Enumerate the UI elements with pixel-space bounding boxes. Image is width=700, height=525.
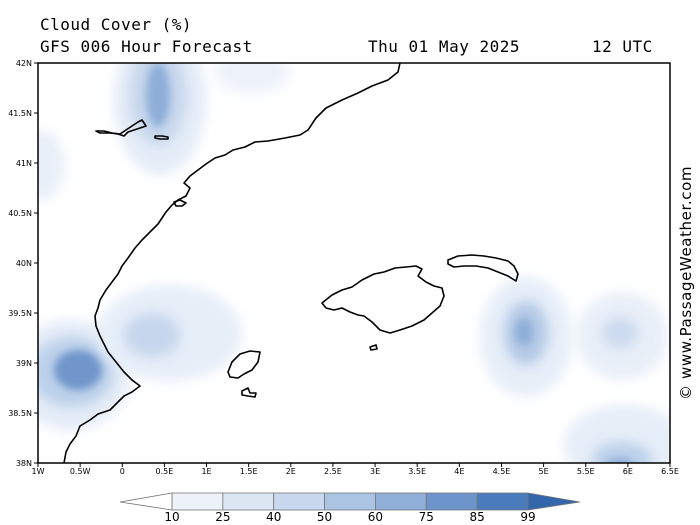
- legend-color-box: [375, 492, 427, 511]
- formentera-island: [241, 387, 257, 398]
- legend-color-box: [273, 492, 325, 511]
- longitude-ticks: 1W 0.5W 0 0.5E 1E 1.5E 2E 2.5E 3E 3.5E 4E 4.5E 5E 5.5…: [32, 463, 679, 476]
- legend-color-box: [425, 492, 478, 511]
- cloud-north-core: [146, 63, 170, 127]
- lat-tick-label: 41.5N: [8, 109, 32, 118]
- cloud-west-41n: [38, 130, 65, 200]
- website-credit: © www.PassageWeather.com: [677, 165, 695, 400]
- lon-tick-label: 5.5E: [577, 467, 595, 476]
- legend-label: 50: [317, 510, 332, 524]
- legend-left-arrow: [119, 492, 173, 511]
- legend-color-box: [171, 492, 224, 511]
- lat-tick-label: 38N: [16, 459, 32, 468]
- legend-labels: 10 25 40 50 60 75 85 99: [164, 510, 535, 524]
- legend-color-box: [476, 492, 529, 511]
- cabrera-island: [369, 344, 378, 351]
- legend-label: 25: [215, 510, 230, 524]
- cloud-4-5e-core: [515, 318, 533, 346]
- forecast-time: 12 UTC: [592, 37, 653, 56]
- ebro-delta: [173, 199, 187, 207]
- lon-tick-label: 3.5E: [408, 467, 426, 476]
- legend-label: 75: [419, 510, 434, 524]
- lon-tick-label: 4E: [454, 467, 464, 476]
- legend-color-box: [222, 492, 275, 511]
- legend-label: 60: [368, 510, 383, 524]
- spain-coastline: [63, 63, 401, 463]
- forecast-date: Thu 01 May 2025: [368, 37, 520, 56]
- legend-label: 40: [266, 510, 281, 524]
- lon-tick-label: 0: [120, 467, 125, 476]
- lat-tick-label: 42N: [16, 59, 32, 68]
- lon-tick-label: 2.5E: [324, 467, 342, 476]
- lon-tick-label: 0.5E: [156, 467, 174, 476]
- lat-tick-label: 39.5N: [8, 309, 32, 318]
- lon-tick-label: 1W: [32, 467, 45, 476]
- legend-label: 10: [164, 510, 179, 524]
- color-legend: 10 25 40 50 60 75 85 99: [119, 492, 581, 524]
- legend-right-arrow: [527, 492, 581, 511]
- cloud-0-5e-core: [124, 313, 180, 357]
- cloud-se-core: [607, 458, 633, 463]
- lat-tick-label: 41N: [16, 159, 32, 168]
- cloud-se-mid: [592, 442, 652, 463]
- north-coast-fragment-2: [154, 135, 169, 140]
- lon-tick-label: 3E: [370, 467, 380, 476]
- mallorca-island: [321, 265, 445, 334]
- coastlines: [63, 63, 519, 463]
- cloud-6e-core: [602, 317, 638, 349]
- lon-tick-label: 6.5E: [661, 467, 679, 476]
- lat-tick-label: 40.5N: [8, 209, 32, 218]
- legend-label: 85: [470, 510, 485, 524]
- lat-tick-label: 39N: [16, 359, 32, 368]
- lon-tick-label: 4.5E: [493, 467, 511, 476]
- lon-tick-label: 5E: [539, 467, 549, 476]
- cloud-cover-layer: [38, 63, 670, 463]
- cloud-sw-core: [54, 350, 102, 390]
- lon-tick-label: 6E: [623, 467, 633, 476]
- menorca-island: [447, 254, 519, 282]
- lon-tick-label: 2E: [286, 467, 296, 476]
- north-coast-fragment: [95, 119, 147, 137]
- lon-tick-label: 1.5E: [240, 467, 258, 476]
- ibiza-island: [227, 350, 261, 379]
- legend-label: 99: [520, 510, 535, 524]
- lon-tick-label: 0.5W: [70, 467, 91, 476]
- latitude-ticks: 38N 38.5N 39N 39.5N 40N 40.5N 41N 41.5N 42N: [8, 59, 38, 468]
- forecast-subtitle: GFS 006 Hour Forecast: [40, 37, 253, 56]
- lat-tick-label: 40N: [16, 259, 32, 268]
- legend-color-boxes: [171, 492, 529, 511]
- chart-title: Cloud Cover (%): [40, 15, 192, 34]
- cloud-top-center: [214, 63, 290, 94]
- lat-tick-label: 38.5N: [8, 409, 32, 418]
- legend-color-box: [324, 492, 376, 511]
- lon-tick-label: 1E: [201, 467, 211, 476]
